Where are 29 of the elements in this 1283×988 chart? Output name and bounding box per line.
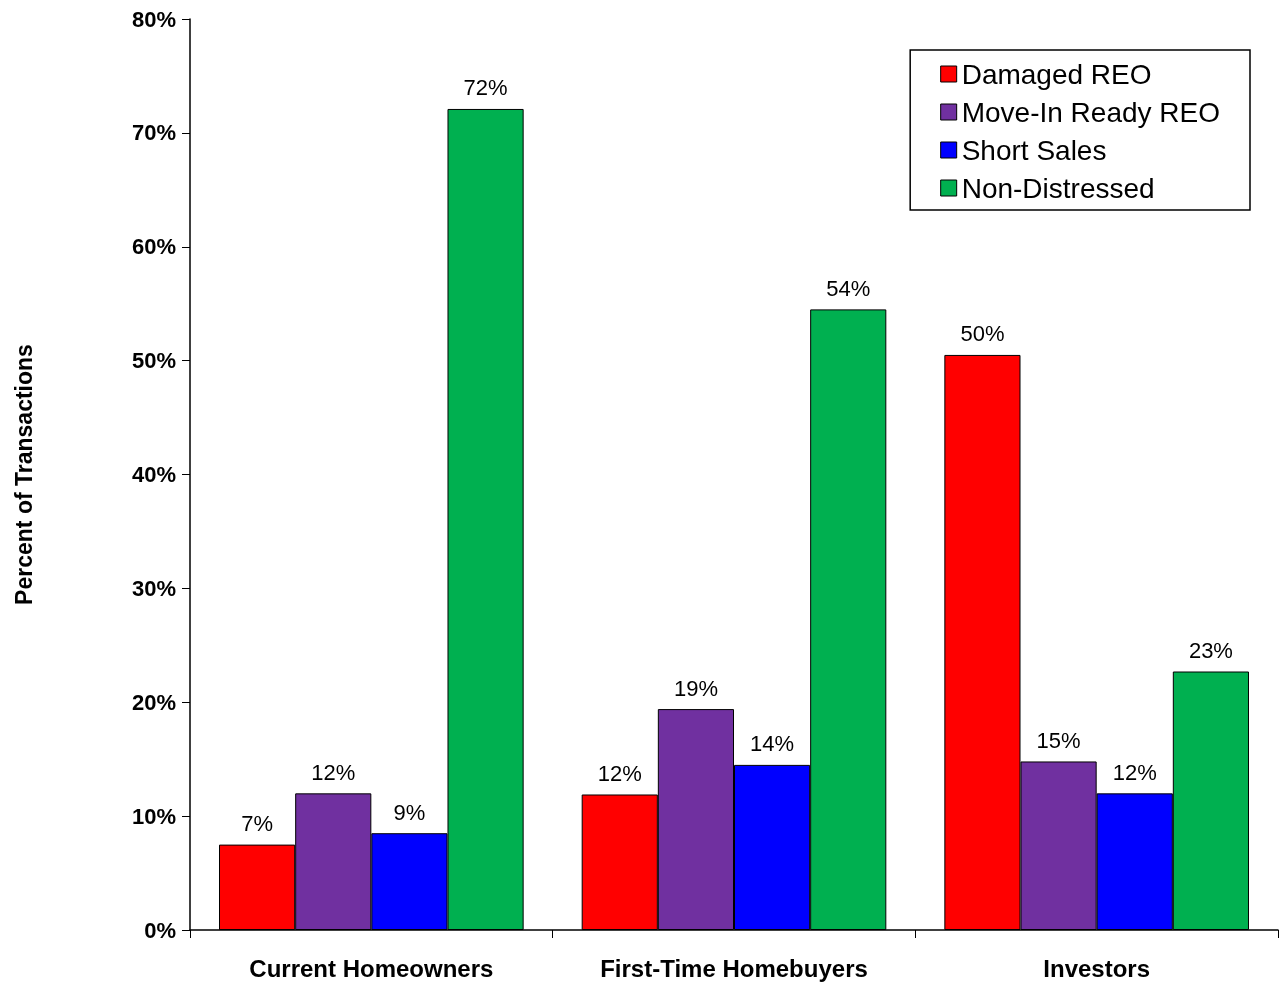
legend-label: Short Sales: [961, 134, 1107, 166]
y-tick-label: 10%: [131, 803, 176, 829]
data-label: 12%: [311, 759, 356, 785]
legend-label: Move-In Ready REO: [961, 96, 1221, 128]
data-label: 12%: [1112, 759, 1157, 785]
x-tick-label: First-Time Homebuyers: [600, 954, 868, 982]
y-tick-label: 20%: [131, 689, 176, 715]
legend-label: Non-Distressed: [961, 172, 1155, 204]
y-tick-label: 30%: [131, 575, 176, 601]
legend-label: Damaged REO: [961, 58, 1152, 90]
data-label: 12%: [597, 760, 642, 786]
data-label: 7%: [241, 811, 273, 837]
y-tick-label: 80%: [131, 6, 176, 32]
data-label: 50%: [960, 321, 1005, 347]
data-label: 54%: [826, 275, 871, 301]
data-label: 14%: [750, 731, 795, 757]
data-label: 19%: [673, 675, 718, 701]
data-label: 9%: [393, 799, 426, 825]
y-tick-label: 40%: [131, 462, 176, 487]
x-tick-label: Current Homeowners: [249, 954, 494, 982]
data-label: 72%: [463, 75, 508, 101]
x-tick-label: Investors: [1043, 954, 1151, 982]
y-tick-label: 0%: [144, 917, 176, 943]
data-label: 15%: [1036, 727, 1081, 753]
y-tick-label: 60%: [131, 234, 176, 260]
y-axis-title: Percent of Transactions: [10, 344, 37, 605]
y-tick-label: 50%: [131, 348, 176, 374]
data-label: 23%: [1188, 638, 1233, 663]
y-tick-label: 70%: [131, 120, 176, 146]
